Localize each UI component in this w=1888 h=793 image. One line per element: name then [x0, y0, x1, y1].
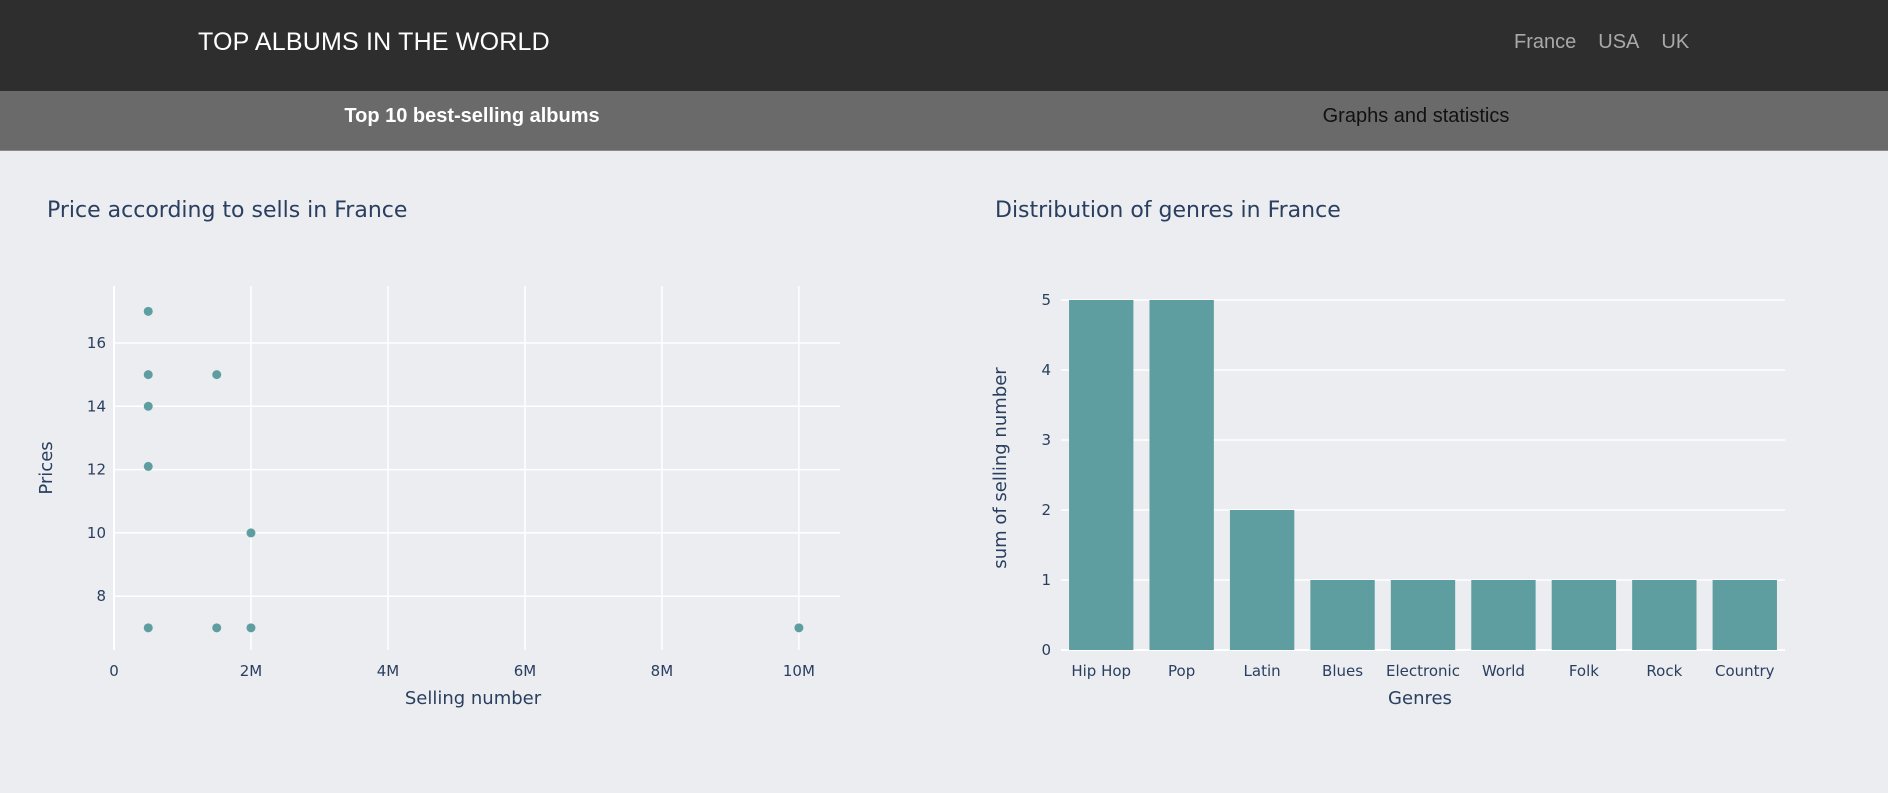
bar-chart-panel: Distribution of genres in France 0 1 2 3 4 5 H… [944, 150, 1888, 754]
x-tick-label: Rock [1646, 662, 1682, 680]
chart-title: Price according to sells in France [47, 198, 407, 223]
bar[interactable] [1149, 300, 1214, 650]
y-tick-label: 16 [87, 334, 106, 352]
x-tick-label: 4M [377, 662, 400, 680]
nav-link-uk[interactable]: UK [1661, 31, 1690, 53]
nav-link-france[interactable]: France [1514, 31, 1577, 53]
scatter-point[interactable] [212, 370, 222, 380]
x-axis-title: Genres [1388, 688, 1452, 709]
x-tick-label: Pop [1168, 662, 1195, 680]
y-tick-label: 0 [1041, 641, 1051, 659]
y-tick-label: 5 [1041, 291, 1051, 309]
x-tick-label: 10M [783, 662, 815, 680]
bar[interactable] [1069, 300, 1134, 650]
scatter-point[interactable] [143, 623, 153, 633]
y-tick-label: 8 [96, 587, 106, 605]
bar[interactable] [1712, 580, 1777, 650]
bar[interactable] [1632, 580, 1697, 650]
chart-title: Distribution of genres in France [995, 198, 1341, 223]
scatter-point[interactable] [143, 370, 153, 380]
x-tick-label: Hip Hop [1071, 662, 1131, 680]
x-tick-label: Electronic [1386, 662, 1460, 680]
scatter-point[interactable] [143, 401, 153, 411]
y-tick-label: 3 [1041, 431, 1051, 449]
scatter-point[interactable] [212, 623, 222, 633]
scatter-point[interactable] [246, 528, 256, 538]
tab-top-10-albums[interactable]: Top 10 best-selling albums [344, 105, 600, 127]
scatter-chart[interactable]: Price according to sells in France 0 2M 4M… [0, 150, 944, 750]
y-tick-label: 2 [1041, 501, 1051, 519]
scatter-point[interactable] [143, 306, 153, 316]
site-title[interactable]: TOP ALBUMS IN THE WORLD [198, 28, 550, 56]
y-tick-label: 1 [1041, 571, 1051, 589]
x-tick-label: Blues [1322, 662, 1363, 680]
scatter-point[interactable] [143, 461, 153, 471]
scatter-point[interactable] [246, 623, 256, 633]
tab-graphs-statistics[interactable]: Graphs and statistics [1322, 105, 1510, 127]
y-axis-title: sum of selling number [990, 367, 1011, 569]
x-tick-label: 8M [651, 662, 674, 680]
y-tick-label: 14 [87, 397, 106, 415]
y-axis-title: Prices [36, 441, 57, 494]
x-tick-label: 2M [240, 662, 263, 680]
bar[interactable] [1229, 510, 1295, 650]
bar[interactable] [1471, 580, 1536, 650]
country-nav: France USA UK [1514, 31, 1689, 54]
y-tick-label: 12 [87, 461, 106, 479]
tab-bar: Top 10 best-selling albums Graphs and st… [0, 91, 1888, 151]
x-tick-label: 6M [514, 662, 537, 680]
nav-link-usa[interactable]: USA [1598, 31, 1640, 53]
y-tick-label: 4 [1041, 361, 1051, 379]
x-tick-label: 0 [109, 662, 119, 680]
x-tick-label: World [1482, 662, 1525, 680]
x-tick-label: Latin [1244, 662, 1281, 680]
scatter-chart-panel: Price according to sells in France 0 2M 4M… [0, 150, 944, 754]
bar[interactable] [1390, 580, 1456, 650]
top-navbar: TOP ALBUMS IN THE WORLD France USA UK [0, 0, 1888, 91]
bar[interactable] [1551, 580, 1617, 650]
x-tick-label: Country [1715, 662, 1775, 680]
x-axis-title: Selling number [405, 688, 542, 709]
x-tick-label: Folk [1569, 662, 1599, 680]
scatter-point[interactable] [794, 623, 804, 633]
y-tick-label: 10 [87, 524, 106, 542]
bar-chart[interactable]: Distribution of genres in France 0 1 2 3 4 5 H… [944, 150, 1888, 750]
bar[interactable] [1310, 580, 1375, 650]
